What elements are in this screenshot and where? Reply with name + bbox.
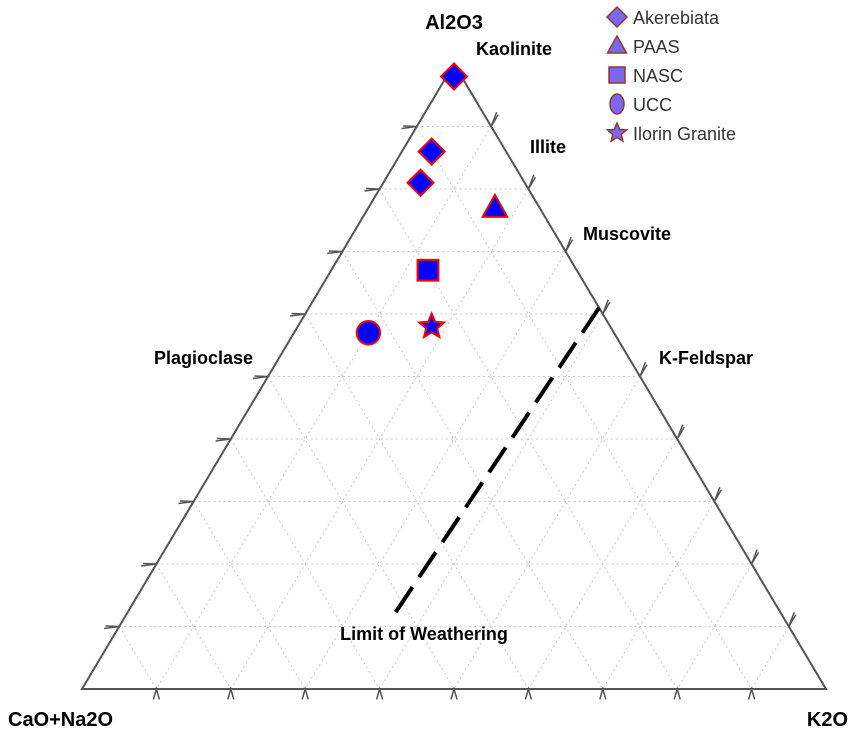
mineral-label-illite: Illite bbox=[530, 137, 566, 157]
legend-symbols bbox=[605, 5, 629, 143]
tick-bottom bbox=[747, 686, 756, 700]
weathering-line-label: Limit of Weathering bbox=[340, 624, 508, 644]
legend-symbol-star bbox=[605, 121, 629, 143]
tick-bottom bbox=[673, 686, 681, 700]
legend-label-akerebiata: Akerebiata bbox=[633, 8, 720, 28]
legend-symbol-triangle bbox=[606, 34, 628, 54]
data-points bbox=[355, 62, 509, 346]
grid-line-cn bbox=[193, 501, 306, 690]
tick-left bbox=[103, 625, 120, 630]
grid-line-cn bbox=[267, 376, 455, 690]
data-point-triangle bbox=[480, 192, 509, 218]
tick-right bbox=[788, 611, 797, 627]
legend-symbol-square bbox=[608, 66, 626, 84]
legend-label-nasc: NASC bbox=[633, 66, 683, 86]
tick-left bbox=[141, 562, 157, 567]
legend: Akerebiata PAAS NASC UCC Ilorin Granite bbox=[605, 5, 736, 144]
tick-left bbox=[401, 125, 417, 130]
tick-left bbox=[178, 500, 194, 505]
grid-line-cn bbox=[118, 626, 157, 690]
mineral-label-muscovite: Muscovite bbox=[583, 224, 671, 244]
tick-marks bbox=[103, 111, 797, 700]
data-point-square bbox=[416, 258, 440, 282]
tick-right bbox=[713, 486, 723, 502]
tick-right bbox=[676, 424, 685, 440]
grid-line-k bbox=[751, 626, 790, 690]
tick-bottom bbox=[227, 686, 235, 700]
grid-line-k bbox=[453, 376, 641, 690]
vertex-label-top: Al2O3 bbox=[425, 12, 483, 34]
vertex-label-bottom-right: K2O bbox=[807, 709, 848, 731]
grid-line-cn bbox=[155, 563, 232, 690]
legend-symbol-diamond bbox=[605, 5, 629, 29]
tick-left bbox=[215, 437, 231, 442]
tick-bottom bbox=[524, 686, 533, 700]
tick-right bbox=[564, 236, 574, 252]
data-point-diamond bbox=[417, 137, 447, 166]
mineral-label-k-feldspar: K-Feldspar bbox=[659, 348, 753, 368]
vertex-label-bottom-left: CaO+Na2O bbox=[8, 709, 113, 731]
legend-label-ilorin-granite: Ilorin Granite bbox=[633, 124, 736, 144]
data-point-diamond bbox=[439, 62, 469, 91]
limit-of-weathering-line bbox=[392, 306, 601, 616]
data-point-diamond bbox=[406, 168, 435, 198]
grid-line-cn bbox=[416, 126, 753, 690]
grid-layer bbox=[118, 126, 790, 690]
data-point-star bbox=[416, 310, 447, 340]
grid-line-cn bbox=[230, 438, 381, 690]
tick-right bbox=[602, 299, 611, 315]
tick-bottom bbox=[375, 686, 384, 700]
tick-right bbox=[527, 174, 537, 190]
legend-label-paas: PAAS bbox=[633, 37, 680, 57]
grid-line-k bbox=[602, 501, 715, 690]
mineral-label-plagioclase: Plagioclase bbox=[154, 348, 253, 368]
tick-right bbox=[639, 361, 648, 377]
tick-bottom bbox=[599, 686, 607, 700]
tick-left bbox=[252, 375, 269, 380]
mineral-label-kaolinite: Kaolinite bbox=[476, 39, 552, 59]
grid-line-k bbox=[676, 563, 753, 690]
grid-line-k bbox=[527, 438, 678, 690]
tick-bottom bbox=[301, 686, 309, 700]
tick-right bbox=[490, 111, 499, 127]
tick-left bbox=[327, 250, 343, 255]
tick-left bbox=[364, 187, 380, 192]
tick-bottom bbox=[152, 686, 161, 700]
legend-symbol-circle bbox=[609, 93, 625, 115]
weathering-line-layer bbox=[392, 306, 601, 616]
grid-line-k bbox=[155, 126, 492, 690]
legend-label-ucc: UCC bbox=[633, 95, 672, 115]
data-point-circle bbox=[355, 320, 382, 346]
tick-bottom bbox=[450, 686, 458, 700]
tick-right bbox=[750, 549, 760, 565]
tick-left bbox=[289, 312, 306, 317]
